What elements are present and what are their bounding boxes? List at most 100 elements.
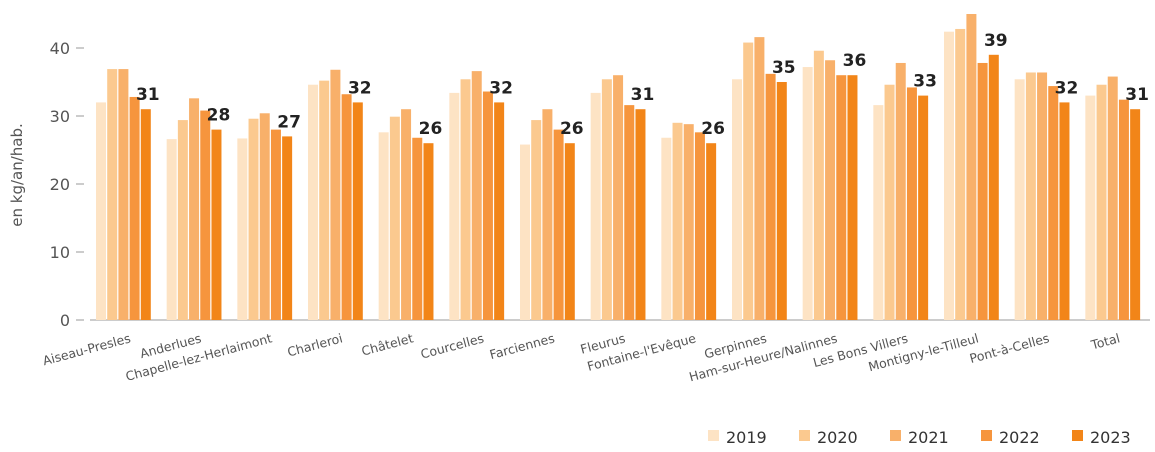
legend-label: 2023: [1090, 428, 1131, 447]
legend-swatch: [981, 430, 992, 441]
bar: [906, 87, 917, 320]
value-label: 36: [843, 51, 867, 71]
bar: [590, 92, 601, 320]
bar: [873, 105, 884, 321]
value-label: 32: [348, 78, 372, 98]
value-label: 32: [1055, 78, 1079, 98]
bar: [319, 80, 330, 320]
value-label: 26: [560, 119, 584, 139]
bar: [955, 28, 966, 321]
bar: [754, 37, 765, 321]
bar: [211, 129, 222, 320]
value-label: 26: [419, 119, 443, 139]
value-label: 31: [136, 85, 160, 105]
bar: [200, 110, 211, 320]
bar: [140, 109, 151, 320]
legend-label: 2021: [908, 428, 949, 447]
x-tick-label: Pont-à-Celles: [968, 330, 1051, 366]
bar: [1085, 95, 1096, 320]
x-tick-label: Farciennes: [488, 330, 556, 362]
bar: [918, 95, 929, 320]
x-tick-label: Courcelles: [419, 330, 486, 361]
bar: [1096, 84, 1107, 320]
bar: [977, 62, 988, 321]
bar: [966, 14, 977, 320]
bar: [449, 92, 460, 320]
bar: [520, 144, 530, 320]
bar: [553, 129, 564, 320]
bar: [825, 60, 836, 321]
legend-swatch: [799, 430, 810, 441]
bar: [330, 69, 341, 320]
bar: [352, 102, 363, 321]
legend-label: 2022: [999, 428, 1040, 447]
bar: [189, 98, 200, 320]
value-label: 39: [984, 31, 1008, 51]
bar: [1059, 102, 1070, 321]
bar: [96, 102, 106, 321]
bar: [895, 62, 906, 321]
bar: [1037, 72, 1048, 320]
legend-swatch: [1072, 430, 1083, 441]
bar: [531, 120, 542, 320]
bar: [884, 84, 895, 320]
value-label: 28: [207, 106, 231, 126]
y-tick-label: 0: [60, 311, 70, 330]
bar: [988, 54, 999, 321]
y-tick-label: 10: [50, 243, 70, 262]
bar: [635, 109, 646, 320]
bar: [672, 122, 683, 320]
bar: [1048, 86, 1059, 320]
bar: [1130, 109, 1141, 320]
bar: [401, 109, 412, 320]
value-label: 31: [1125, 85, 1149, 105]
bar: [270, 129, 281, 320]
bar: [765, 73, 776, 320]
bar: [944, 31, 954, 321]
bar: [482, 91, 493, 321]
bar: [282, 136, 293, 320]
bar: [1118, 99, 1129, 321]
bar: [613, 75, 624, 320]
bar: [694, 132, 705, 320]
value-label: 35: [772, 58, 796, 78]
value-label: 32: [489, 78, 513, 98]
y-tick-label: 30: [50, 107, 70, 126]
value-label: 27: [277, 112, 301, 132]
bar: [706, 143, 717, 320]
bar: [683, 124, 694, 320]
y-tick-label: 40: [50, 39, 70, 58]
bar: [1014, 79, 1025, 320]
bar: [494, 102, 505, 321]
legend-label: 2020: [817, 428, 858, 447]
x-tick-label: Châtelet: [360, 330, 415, 358]
bar: [129, 96, 140, 321]
y-axis-title: en kg/an/hab.: [8, 123, 26, 227]
bar: [308, 84, 318, 320]
legend-swatch: [708, 430, 719, 441]
value-label: 33: [913, 72, 937, 92]
bar: [423, 143, 434, 320]
bar: [259, 113, 270, 320]
bar: [1025, 72, 1036, 320]
x-tick-label: Charleroi: [286, 330, 345, 359]
bar: [471, 71, 482, 321]
bar: [564, 143, 575, 320]
bar: [460, 79, 471, 320]
legend-label: 2019: [726, 428, 767, 447]
y-tick-label: 20: [50, 175, 70, 194]
bar: [776, 82, 787, 320]
bar: [412, 137, 423, 320]
bar: [802, 67, 813, 320]
bar: [341, 94, 352, 321]
bar: [661, 137, 672, 320]
bar: [378, 132, 389, 320]
x-tick-label: Total: [1088, 330, 1121, 352]
value-label: 31: [631, 85, 655, 105]
value-label: 26: [701, 119, 725, 139]
bar: [166, 139, 177, 320]
bar: [177, 120, 188, 320]
bar: [732, 79, 742, 320]
legend-swatch: [890, 430, 901, 441]
